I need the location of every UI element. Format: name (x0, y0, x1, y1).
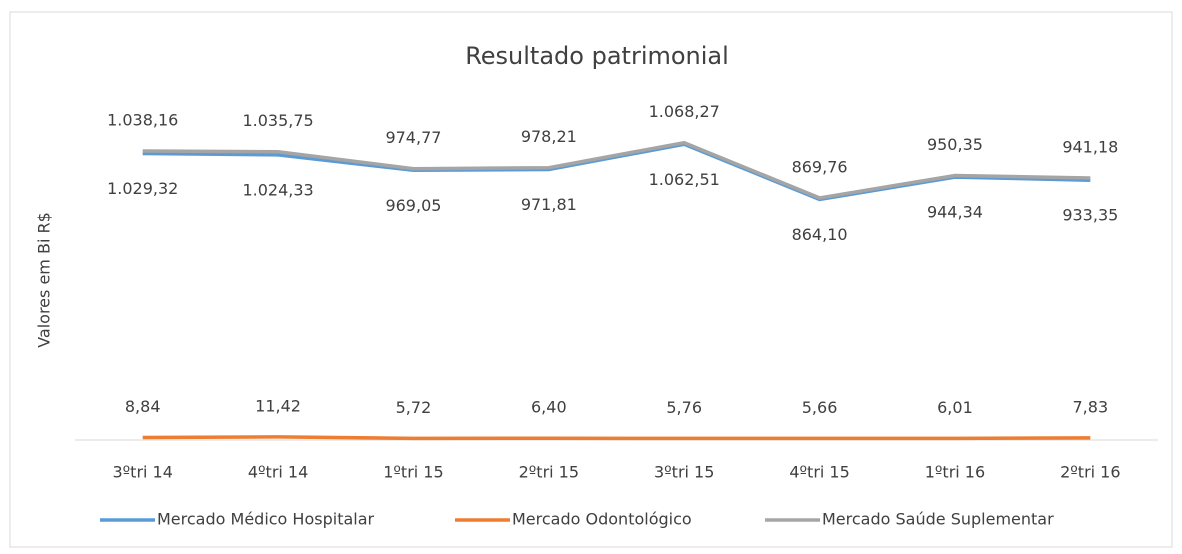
data-label: 5,66 (802, 398, 838, 417)
data-label: 1.068,27 (649, 102, 720, 121)
data-label: 941,18 (1062, 138, 1118, 157)
data-label: 969,05 (385, 196, 441, 215)
data-label: 6,01 (937, 398, 973, 417)
x-tick-label: 1ºtri 16 (925, 463, 985, 482)
x-tick-label: 2ºtri 15 (519, 463, 579, 482)
data-label: 6,40 (531, 398, 567, 417)
legend-label: Mercado Médico Hospitalar (157, 510, 375, 529)
data-label: 1.029,32 (107, 179, 178, 198)
y-axis-label: Valores em Bi R$ (35, 212, 54, 348)
x-tick-label: 4ºtri 14 (248, 463, 308, 482)
line-series (142, 435, 1091, 441)
x-tick-label: 3ºtri 14 (112, 463, 172, 482)
chart-title: Resultado patrimonial (465, 42, 729, 70)
data-label: 1.024,33 (242, 180, 313, 199)
legend-label: Mercado Saúde Suplementar (822, 510, 1054, 529)
data-label: 11,42 (255, 396, 301, 415)
data-label: 7,83 (1073, 397, 1109, 416)
data-label: 1.038,16 (107, 111, 178, 130)
data-label: 8,84 (125, 397, 161, 416)
data-label: 971,81 (521, 195, 577, 214)
data-label: 944,34 (927, 203, 983, 222)
data-label: 864,10 (792, 225, 848, 244)
data-label: 950,35 (927, 135, 983, 154)
data-label: 1.035,75 (242, 111, 313, 130)
data-label: 869,76 (792, 157, 848, 176)
data-label: 933,35 (1062, 206, 1118, 225)
x-tick-label: 1ºtri 15 (383, 463, 443, 482)
x-tick-label: 2ºtri 16 (1060, 463, 1120, 482)
x-tick-label: 3ºtri 15 (654, 463, 714, 482)
data-label: 1.062,51 (649, 170, 720, 189)
line-series (142, 140, 1091, 200)
data-label: 5,76 (666, 398, 702, 417)
legend-label: Mercado Odontológico (512, 510, 692, 529)
chart-frame (9, 11, 1173, 548)
data-label: 978,21 (521, 127, 577, 146)
x-tick-label: 4ºtri 15 (789, 463, 849, 482)
data-label: 5,72 (396, 398, 432, 417)
data-label: 974,77 (385, 128, 441, 147)
